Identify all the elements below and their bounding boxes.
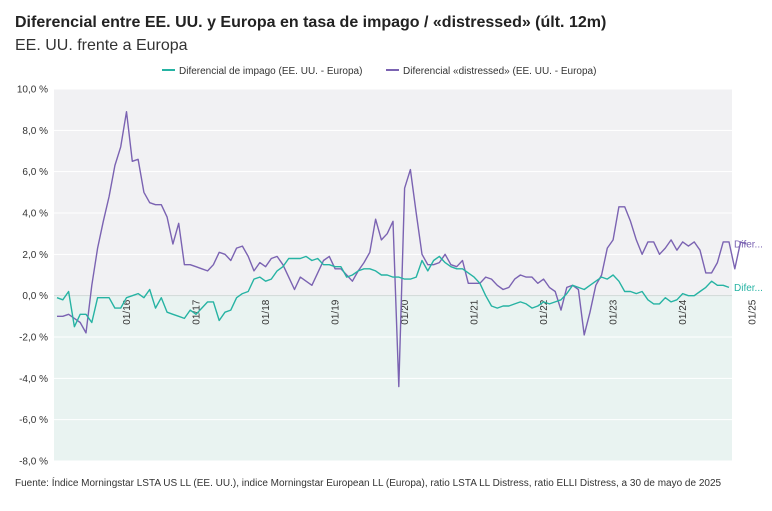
legend-label-distressed: Diferencial «distressed» (EE. UU. - Euro… <box>403 66 596 77</box>
x-tick-label: 01/24 <box>678 299 689 324</box>
y-tick-label: 10,0 % <box>17 85 48 96</box>
x-tick-label: 01/16 <box>122 299 133 324</box>
x-tick-label: 01/17 <box>192 299 203 324</box>
grid-lines <box>54 88 732 462</box>
end-label-impago: Difer... <box>734 283 763 294</box>
y-axis: 10,0 % 8,0 % 6,0 % 4,0 % 2,0 % 0,0 % -2,0 % -4,… <box>17 85 48 468</box>
y-tick-label: -4,0 % <box>19 374 48 385</box>
x-tick-label: 01/18 <box>261 299 272 324</box>
y-tick-label: -2,0 % <box>19 333 48 344</box>
y-tick-label: 2,0 % <box>22 250 48 261</box>
legend-label-impago: Diferencial de impago (EE. UU. - Europa) <box>179 66 362 77</box>
x-tick-label: 01/23 <box>609 299 620 324</box>
y-tick-label: -6,0 % <box>19 415 48 426</box>
series-lines <box>56 111 747 388</box>
source-note: Fuente: Índice Morningstar LSTA US LL (E… <box>15 478 722 489</box>
x-tick-label: 01/19 <box>331 299 342 324</box>
line-chart: Diferencial de impago (EE. UU. - Europa)… <box>17 66 763 468</box>
positive-region <box>54 89 732 296</box>
x-tick-label: 01/22 <box>539 299 550 324</box>
end-label-distressed: Difer... <box>734 240 763 251</box>
plot-area <box>54 89 732 461</box>
series-line-distressed <box>57 111 747 388</box>
series-end-labels: Difer... Difer... <box>734 240 763 294</box>
y-tick-label: 4,0 % <box>22 209 48 220</box>
chart-title: Diferencial entre EE. UU. y Europa en ta… <box>15 14 607 31</box>
legend: Diferencial de impago (EE. UU. - Europa)… <box>162 66 596 77</box>
chart-subtitle: EE. UU. frente a Europa <box>15 37 188 54</box>
y-tick-label: -8,0 % <box>19 457 48 468</box>
y-tick-label: 6,0 % <box>22 167 48 178</box>
x-tick-label: 01/21 <box>470 299 481 324</box>
y-tick-label: 8,0 % <box>22 126 48 137</box>
x-tick-label: 01/20 <box>400 299 411 324</box>
x-tick-label: 01/25 <box>748 299 759 324</box>
series-line-impago <box>56 255 730 328</box>
y-tick-label: 0,0 % <box>22 291 48 302</box>
x-axis: 01/16 01/17 01/18 01/19 01/20 01/21 01/22 01/23… <box>122 299 759 324</box>
